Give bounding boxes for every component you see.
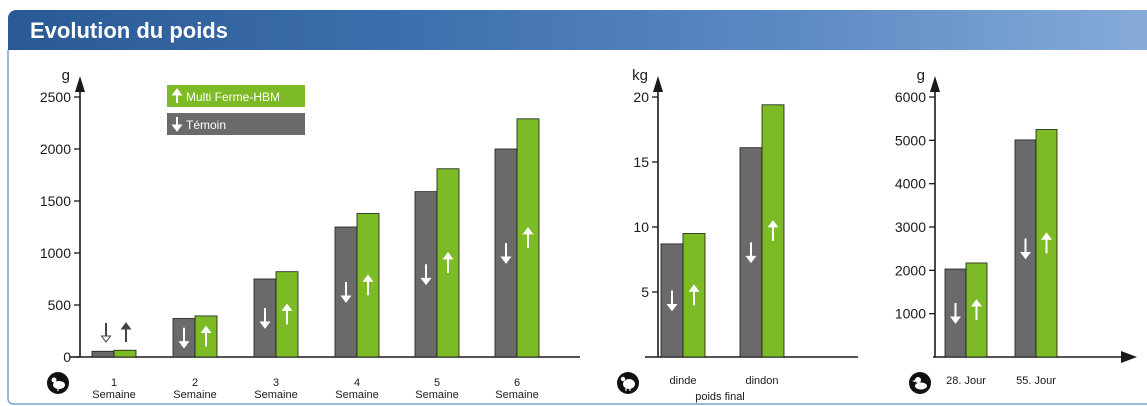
x-tick-label: 6 [514,377,520,389]
up-arrow-icon [362,274,374,296]
x-tick-label: Semaine [92,389,135,401]
duck-icon [909,372,931,394]
down-arrow-icon [745,242,757,264]
frame-border [7,50,1147,405]
y-axis-arrow [930,76,940,92]
y-tick-label: 6000 [895,89,926,105]
legend-multi-label: Multi Ferme-HBM [186,90,280,104]
title-bar [8,10,1147,50]
y-tick-label: 5 [641,284,649,300]
legend-multi-box [167,85,305,107]
turkey-icon [617,372,639,394]
y-tick-label: 10 [633,219,649,235]
down-arrow-icon [1020,238,1031,260]
down-arrow-icon [500,243,512,264]
x-tick-label: Semaine [173,389,216,401]
down-arrow-icon [259,308,271,329]
y-tick-label: 4000 [895,176,926,192]
x-axis-arrow [1121,351,1137,363]
legend-up-arrow-icon [171,88,183,103]
bar [113,349,137,358]
x-tick-label: dindon [745,375,778,387]
up-arrow-icon [688,284,700,306]
legend-down-arrow-icon [171,117,183,132]
bar [91,350,115,358]
y-axis-arrow [653,76,663,92]
x-tick-label: 5 [434,377,440,389]
legend-temoin-label: Témoin [186,118,226,132]
y-tick-label: 1500 [40,193,71,209]
up-arrow-icon [522,227,534,248]
up-arrow-icon [281,303,293,325]
x-tick-label: dinde [670,375,697,387]
y-tick-label: 1000 [40,245,71,261]
legend-up-arrow-icon [120,322,132,342]
x-tick-label: 4 [354,377,360,389]
y-axis-unit: kg [632,67,648,84]
y-tick-label: 20 [633,89,649,105]
y-tick-label: 15 [633,154,649,170]
x-tick-label: Semaine [254,389,297,401]
y-tick-label: 2500 [40,89,71,105]
down-arrow-icon [950,303,961,324]
up-arrow-icon [442,252,454,273]
y-tick-label: 1000 [895,306,926,322]
x-axis-label: poids final [695,391,745,403]
x-tick-label: 3 [273,377,279,389]
up-arrow-icon [1041,232,1052,254]
x-tick-label: 1 [111,377,117,389]
down-arrow-icon [420,264,432,286]
up-arrow-icon [200,325,212,347]
up-arrow-icon [971,299,982,320]
y-tick-label: 0 [63,349,71,365]
x-tick-label: 2 [192,377,198,389]
legend-down-arrow-icon [100,323,112,343]
x-tick-label: Semaine [415,389,458,401]
page-title: Evolution du poids [30,18,228,43]
y-axis-unit: g [917,67,925,84]
y-axis-unit: g [62,67,70,84]
legend-temoin-box [167,113,305,135]
x-tick-label: 55. Jour [1016,375,1056,387]
x-tick-label: Semaine [335,389,378,401]
y-tick-label: 500 [48,297,72,313]
x-tick-label: Semaine [495,389,538,401]
down-arrow-icon [178,327,190,349]
y-tick-label: 3000 [895,219,926,235]
y-tick-label: 2000 [40,141,71,157]
y-tick-label: 2000 [895,262,926,278]
up-arrow-icon [767,220,779,241]
x-tick-label: 28. Jour [946,375,986,387]
down-arrow-icon [666,290,678,312]
y-tick-label: 5000 [895,132,926,148]
y-axis-arrow [75,76,85,92]
chicken-icon [47,372,69,394]
down-arrow-icon [340,282,352,303]
